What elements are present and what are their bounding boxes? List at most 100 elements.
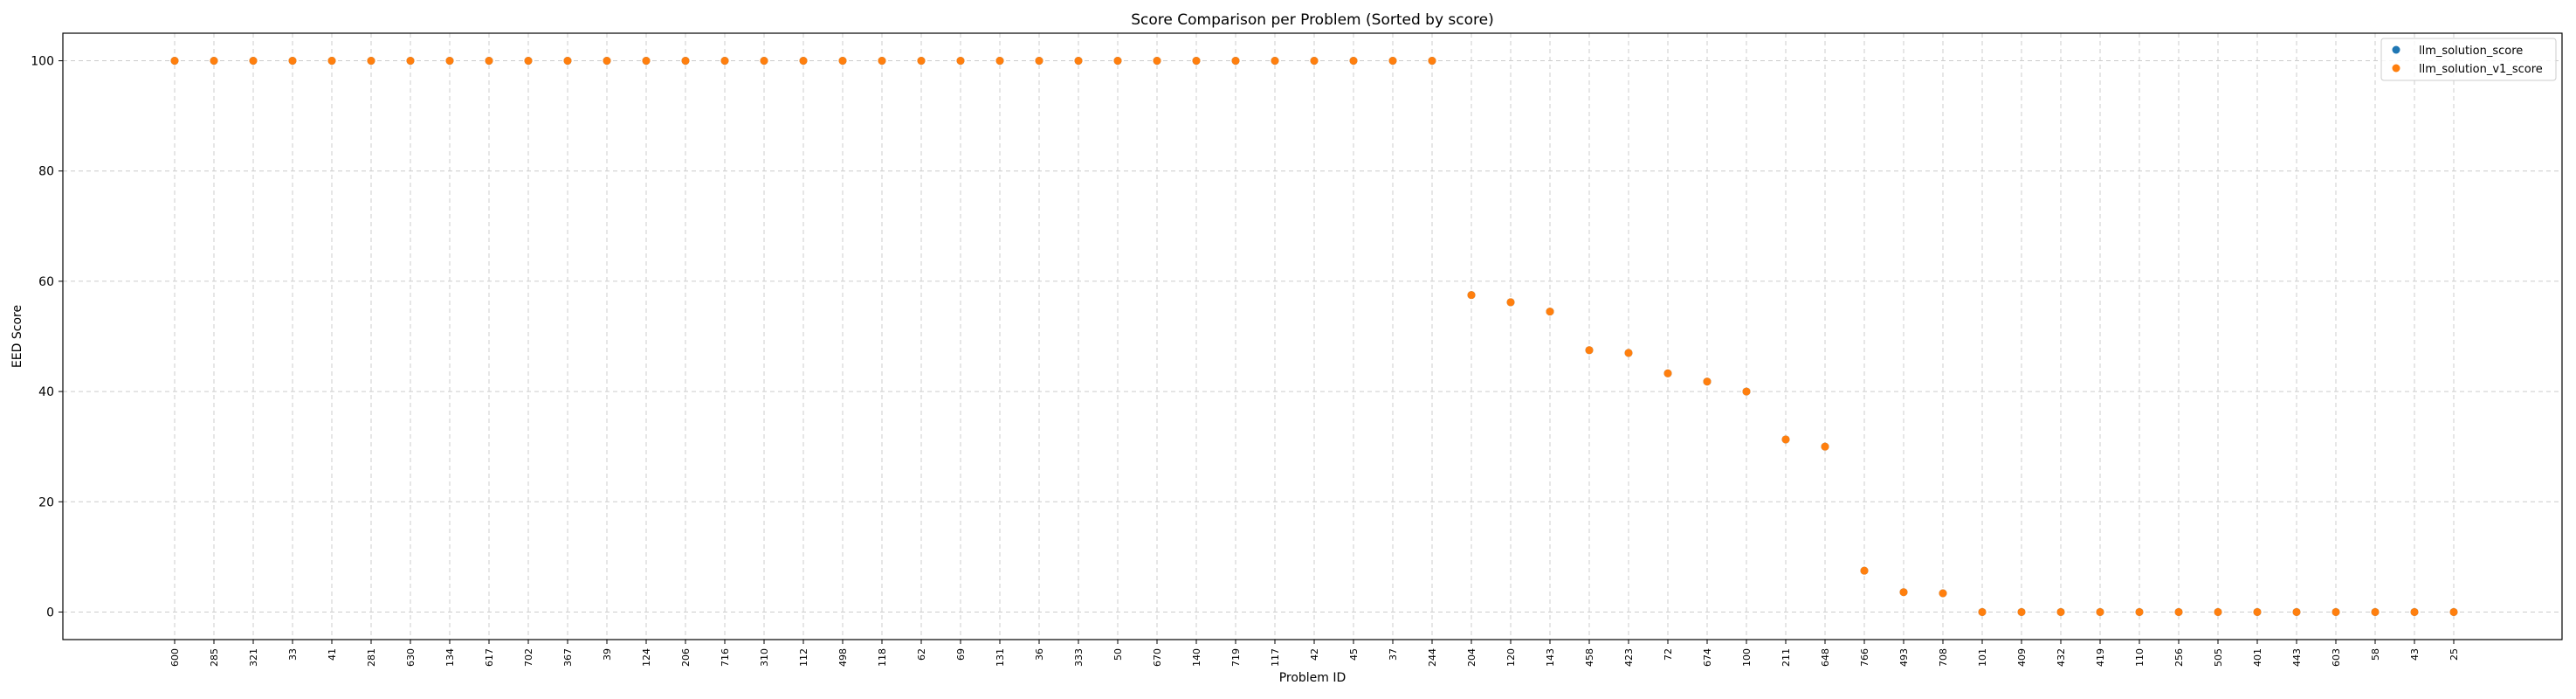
data-point-llm-solution-v1-score bbox=[681, 57, 690, 66]
data-point-llm-solution-v1-score bbox=[917, 57, 926, 66]
x-tick-label: 423 bbox=[1623, 648, 1635, 667]
data-point-llm-solution-v1-score bbox=[2056, 607, 2065, 616]
data-point-llm-solution-v1-score bbox=[2253, 607, 2262, 616]
y-tick-label: 100 bbox=[31, 55, 54, 69]
data-point-llm-solution-v1-score bbox=[1506, 298, 1515, 307]
data-point-llm-solution-v1-score bbox=[2174, 607, 2183, 616]
y-tick-label: 60 bbox=[38, 275, 54, 289]
data-point-llm-solution-v1-score bbox=[2096, 607, 2104, 616]
x-tick-label: 708 bbox=[1938, 648, 1949, 667]
x-tick-label: 62 bbox=[916, 648, 927, 661]
y-tick-label: 20 bbox=[38, 495, 54, 509]
data-point-llm-solution-v1-score bbox=[1310, 57, 1319, 66]
data-point-llm-solution-v1-score bbox=[642, 57, 651, 66]
x-tick-label: 45 bbox=[1348, 648, 1360, 661]
data-point-llm-solution-v1-score bbox=[2449, 607, 2458, 616]
data-point-llm-solution-v1-score bbox=[1821, 442, 1829, 451]
x-tick-label: 110 bbox=[2134, 648, 2146, 667]
data-point-llm-solution-v1-score bbox=[799, 57, 808, 66]
x-tick-label: 630 bbox=[405, 648, 417, 667]
x-tick-label: 285 bbox=[209, 648, 220, 667]
x-tick-label: 333 bbox=[1073, 648, 1085, 667]
x-tick-label: 419 bbox=[2095, 648, 2106, 667]
data-point-llm-solution-v1-score bbox=[760, 57, 768, 66]
data-point-llm-solution-v1-score bbox=[249, 57, 258, 66]
x-tick-label: 58 bbox=[2370, 648, 2381, 661]
x-tick-label: 648 bbox=[1820, 648, 1831, 667]
x-tick-label: 72 bbox=[1663, 648, 1674, 661]
x-tick-label: 505 bbox=[2213, 648, 2224, 667]
data-point-llm-solution-v1-score bbox=[367, 57, 375, 66]
x-tick-label: 498 bbox=[837, 648, 849, 667]
x-tick-label: 281 bbox=[366, 648, 377, 667]
data-point-llm-solution-v1-score bbox=[1113, 57, 1122, 66]
x-tick-label: 39 bbox=[602, 648, 613, 661]
data-point-llm-solution-v1-score bbox=[1035, 57, 1043, 66]
data-point-llm-solution-v1-score bbox=[2331, 607, 2340, 616]
data-point-llm-solution-v1-score bbox=[1860, 566, 1869, 575]
x-tick-label: 321 bbox=[248, 648, 259, 667]
data-point-llm-solution-v1-score bbox=[1781, 435, 1790, 444]
x-axis-label: Problem ID bbox=[1279, 671, 1347, 685]
plot-frame bbox=[62, 32, 2563, 640]
x-tick-label: 25 bbox=[2449, 648, 2460, 661]
data-point-llm-solution-v1-score bbox=[1742, 387, 1751, 396]
x-tick-label: 603 bbox=[2331, 648, 2342, 667]
x-tick-label: 211 bbox=[1780, 648, 1792, 667]
data-point-llm-solution-v1-score bbox=[485, 57, 493, 66]
x-axis-ticks: 600 285 321 33 41 281 630 134 617 702 367 39 124 206 7… bbox=[169, 640, 2460, 667]
x-tick-label: 244 bbox=[1427, 648, 1438, 667]
x-tick-label: 100 bbox=[1741, 648, 1753, 667]
x-tick-label: 134 bbox=[444, 648, 456, 667]
x-tick-label: 33 bbox=[287, 648, 299, 661]
legend-box bbox=[2380, 38, 2557, 81]
data-point-llm-solution-v1-score bbox=[1428, 57, 1436, 66]
data-point-llm-solution-v1-score bbox=[1703, 377, 1712, 386]
data-point-llm-solution-v1-score bbox=[1624, 349, 1633, 357]
data-point-llm-solution-v1-score bbox=[1585, 346, 1594, 355]
x-tick-label: 458 bbox=[1584, 648, 1595, 667]
data-points bbox=[170, 57, 2458, 616]
data-point-llm-solution-v1-score bbox=[720, 57, 729, 66]
x-tick-label: 716 bbox=[720, 648, 731, 667]
x-tick-label: 310 bbox=[759, 648, 770, 667]
x-tick-label: 118 bbox=[877, 648, 888, 667]
data-point-llm-solution-v1-score bbox=[995, 57, 1004, 66]
data-point-llm-solution-v1-score bbox=[445, 57, 454, 66]
data-point-llm-solution-v1-score bbox=[2292, 607, 2301, 616]
data-point-llm-solution-v1-score bbox=[2410, 607, 2419, 616]
data-point-llm-solution-v1-score bbox=[603, 57, 611, 66]
x-tick-label: 493 bbox=[1898, 648, 1910, 667]
x-tick-label: 674 bbox=[1702, 648, 1713, 667]
y-axis-label: EED Score bbox=[10, 305, 24, 368]
data-point-llm-solution-v1-score bbox=[1231, 57, 1240, 66]
x-tick-label: 409 bbox=[2016, 648, 2028, 667]
data-point-llm-solution-v1-score bbox=[1663, 369, 1672, 377]
x-tick-label: 256 bbox=[2173, 648, 2185, 667]
data-point-llm-solution-v1-score bbox=[210, 57, 218, 66]
x-tick-label: 120 bbox=[1505, 648, 1517, 667]
data-point-llm-solution-v1-score bbox=[2135, 607, 2144, 616]
data-point-llm-solution-v1-score bbox=[1978, 607, 1987, 616]
data-point-llm-solution-v1-score bbox=[2371, 607, 2380, 616]
x-tick-label: 670 bbox=[1152, 648, 1163, 667]
y-tick-label: 80 bbox=[38, 165, 54, 179]
data-point-llm-solution-v1-score bbox=[170, 57, 179, 66]
data-point-llm-solution-v1-score bbox=[2214, 607, 2222, 616]
data-point-llm-solution-v1-score bbox=[1388, 57, 1397, 66]
x-tick-label: 617 bbox=[484, 648, 495, 667]
data-point-llm-solution-v1-score bbox=[406, 57, 415, 66]
data-point-llm-solution-v1-score bbox=[838, 57, 847, 66]
legend-label-llm-solution-score: llm_solution_score bbox=[2419, 45, 2523, 58]
x-tick-label: 206 bbox=[680, 648, 692, 667]
y-tick-label: 0 bbox=[46, 606, 54, 619]
data-point-llm-solution-v1-score bbox=[1899, 588, 1908, 597]
x-tick-label: 143 bbox=[1545, 648, 1556, 667]
x-tick-label: 443 bbox=[2291, 648, 2303, 667]
data-point-llm-solution-v1-score bbox=[327, 57, 336, 66]
data-point-llm-solution-v1-score bbox=[1349, 57, 1358, 66]
x-tick-label: 140 bbox=[1191, 648, 1202, 667]
legend-marker-llm-solution-v1-score bbox=[2392, 64, 2400, 73]
legend: llm_solution_score llm_solution_v1_score bbox=[2380, 38, 2557, 81]
